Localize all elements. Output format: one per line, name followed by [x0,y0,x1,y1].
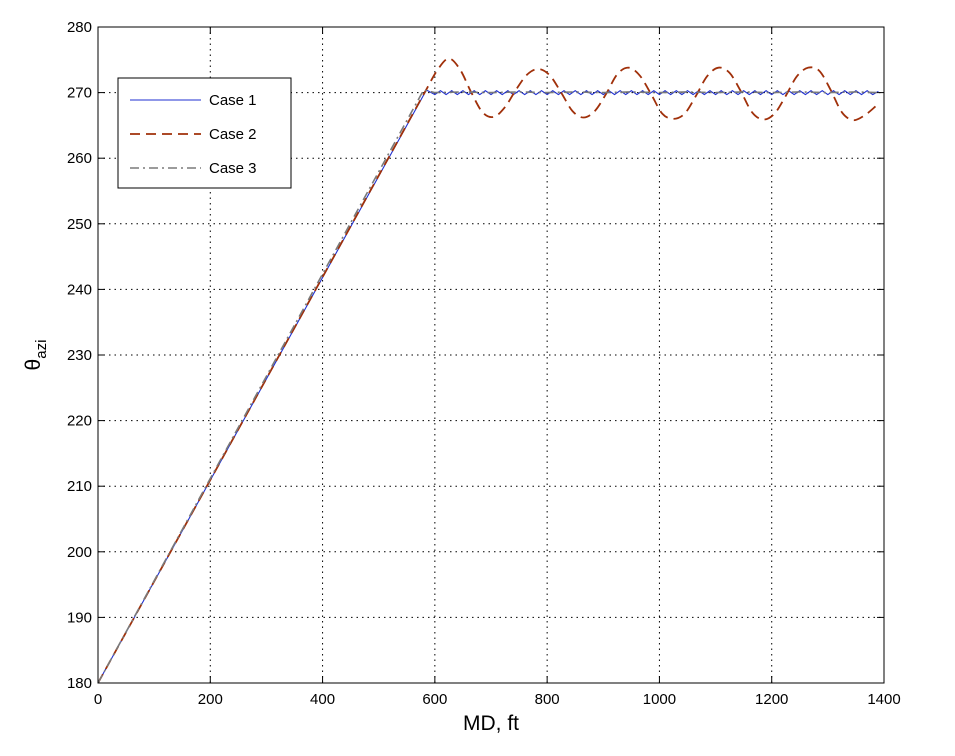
x-tick-label: 600 [422,691,447,708]
y-tick-label: 230 [67,347,92,364]
legend: Case 1 Case 2 Case 3 [117,77,292,189]
y-tick-label: 210 [67,478,92,495]
x-tick-label: 400 [310,691,335,708]
series-line-case-2 [98,57,877,683]
y-tick-label: 260 [67,150,92,167]
y-tick-label: 220 [67,413,92,430]
series-layer [98,57,879,683]
x-tick-label: 800 [535,691,560,708]
y-axis-label-sub: azi [33,340,50,359]
ticks [97,26,885,684]
y-tick-labels: 180 190 200 210 220 230 240 250 260 270 280 [67,19,92,692]
y-tick-label: 240 [67,281,92,298]
y-axis-label: θazi [22,340,50,371]
x-tick-label: 1400 [867,691,900,708]
x-tick-label: 1200 [755,691,788,708]
y-axis-label-main: θ [22,359,45,371]
x-tick-label: 0 [94,691,102,708]
y-tick-label: 280 [67,19,92,36]
legend-label-case-3: Case 3 [209,160,257,177]
x-tick-label: 1000 [643,691,676,708]
series-line-case-1 [98,89,879,683]
legend-box [117,77,292,189]
x-axis-label: MD, ft [463,712,519,735]
legend-label-case-1: Case 1 [209,92,257,109]
y-tick-label: 270 [67,85,92,102]
y-tick-label: 180 [67,675,92,692]
y-tick-label: 200 [67,544,92,561]
y-tick-label: 250 [67,216,92,233]
x-tick-label: 200 [198,691,223,708]
y-tick-label: 190 [67,609,92,626]
legend-label-case-2: Case 2 [209,126,257,143]
series-line-case-3 [98,89,879,683]
x-tick-labels: 0 200 400 600 800 1000 1200 1400 [94,691,901,708]
